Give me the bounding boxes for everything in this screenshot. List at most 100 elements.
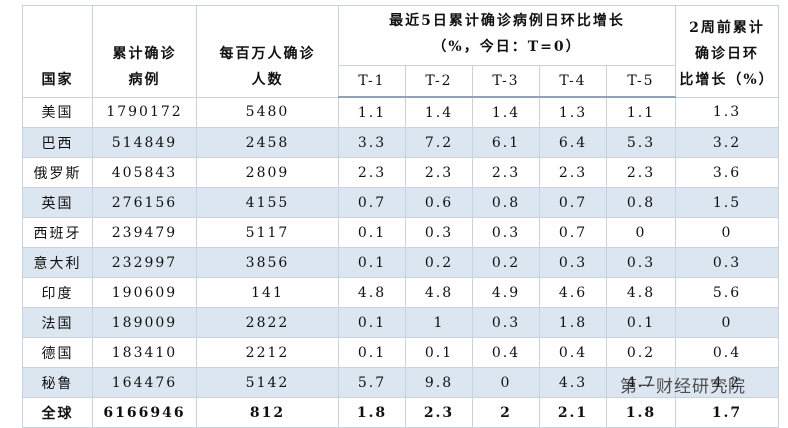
table-cell: 183410 <box>92 337 197 368</box>
table-cell: 德国 <box>22 337 93 368</box>
table-cell: 0.1 <box>405 337 473 368</box>
table-cell: 3856 <box>196 247 339 278</box>
table-cell: 2.3 <box>606 157 676 188</box>
header-line: 比增长（%） <box>679 71 775 88</box>
table-cell: 5142 <box>196 367 339 398</box>
header-cell: 每百万人确诊 人数 <box>196 5 339 98</box>
header-line: 人数 <box>251 71 284 88</box>
table-cell: 4.6 <box>539 277 607 308</box>
table-cell: 4.8 <box>606 277 676 308</box>
table-cell: 美国 <box>22 96 93 128</box>
table-cell: 西班牙 <box>22 217 93 248</box>
table-cell: 法国 <box>22 307 93 338</box>
table-cell: 2.3 <box>539 157 607 188</box>
header-cell: T-4 <box>539 65 607 98</box>
header-line: 最近5日累计确诊病例日环比增长 <box>389 12 625 29</box>
table-cell: 2822 <box>196 307 339 338</box>
table-cell: 189009 <box>92 307 197 338</box>
table-cell: 405843 <box>92 157 197 188</box>
table-cell: 514849 <box>92 127 197 158</box>
table-cell: 2809 <box>196 157 339 188</box>
table-cell: 239479 <box>92 217 197 248</box>
table-cell: 6.1 <box>472 127 540 158</box>
table-cell: 0 <box>675 307 779 338</box>
table-cell: 印度 <box>22 277 93 308</box>
table-cell: 4.3 <box>539 367 607 398</box>
table-cell: 1.4 <box>405 96 473 128</box>
table-row: 德国 183410 2212 0.1 0.1 0.4 0.4 0.2 0.4 <box>22 337 779 368</box>
table-cell: 全球 <box>22 397 93 428</box>
table-cell: 4.9 <box>472 277 540 308</box>
table-cell: 9.8 <box>405 367 473 398</box>
table-cell: 2.3 <box>405 397 473 428</box>
table-cell: 2 <box>472 397 540 428</box>
table-row: 意大利 232997 3856 0.1 0.2 0.2 0.3 0.3 0.3 <box>22 247 779 278</box>
header-cell: 国家 <box>22 5 93 98</box>
header-cell: T-2 <box>405 65 473 98</box>
table-cell: 秘鲁 <box>22 367 93 398</box>
table-cell: 巴西 <box>22 127 93 158</box>
table-cell: 0.3 <box>472 307 540 338</box>
table-row: 西班牙 239479 5117 0.1 0.3 0.3 0.7 0 0 <box>22 217 779 248</box>
table-cell: 0.1 <box>338 337 406 368</box>
table-cell: 3.2 <box>675 127 779 158</box>
header-line: 每百万人确诊 <box>219 45 316 62</box>
table-cell: 2.3 <box>472 157 540 188</box>
table-cell: 1.8 <box>338 397 406 428</box>
table-row: 美国 1790172 5480 1.1 1.4 1.4 1.3 1.1 1.3 <box>22 96 779 128</box>
table-row: 英国 276156 4155 0.7 0.6 0.8 0.7 0.8 1.5 <box>22 187 779 218</box>
header-cell: 2周前累计 确诊日环 比增长（%） <box>675 5 779 98</box>
table-cell: 意大利 <box>22 247 93 278</box>
header-cell: T-1 <box>338 65 406 98</box>
table-cell: 2458 <box>196 127 339 158</box>
header-cell: 最近5日累计确诊病例日环比增长 （%，今日：T=0） <box>338 5 676 66</box>
table-cell: 1.4 <box>472 96 540 128</box>
table-cell: 1.8 <box>539 307 607 338</box>
header-row: 国家 累计确诊 病例 每百万人确诊 人数 最近5日累计确诊病例日环比增长 （%，今日：T=0… <box>22 5 779 98</box>
data-table: 国家 累计确诊 病例 每百万人确诊 人数 最近5日累计确诊病例日环比增长 （%，今日：T=0… <box>22 5 779 428</box>
table-cell: 190609 <box>92 277 197 308</box>
table-cell: 3.6 <box>675 157 779 188</box>
table-cell: 1790172 <box>92 96 197 128</box>
table-cell: 0.4 <box>539 337 607 368</box>
table-cell: 0 <box>675 217 779 248</box>
header-cell: 累计确诊 病例 <box>92 5 197 98</box>
table-cell: 276156 <box>92 187 197 218</box>
table-cell: 7.2 <box>405 127 473 158</box>
table-cell: 4.7 <box>606 367 676 398</box>
watermark: 第一财经研究院 <box>620 377 746 397</box>
table-cell: 1 <box>405 307 473 338</box>
table-cell: 0.6 <box>405 187 473 218</box>
table-cell: 0.3 <box>606 247 676 278</box>
table-cell: 1.1 <box>338 96 406 128</box>
table-row: 巴西 514849 2458 3.3 7.2 6.1 6.4 5.3 3.2 <box>22 127 779 158</box>
table-row: 法国 189009 2822 0.1 1 0.3 1.8 0.1 0 <box>22 307 779 338</box>
table-cell: 4.8 <box>405 277 473 308</box>
table-cell: 1.8 <box>606 397 676 428</box>
table-cell: 俄罗斯 <box>22 157 93 188</box>
table-cell: 812 <box>196 397 339 428</box>
table-cell: 232997 <box>92 247 197 278</box>
table-cell: 164476 <box>92 367 197 398</box>
table-cell: 1.3 <box>539 96 607 128</box>
table-cell: 0.7 <box>539 217 607 248</box>
table-cell: 0.8 <box>472 187 540 218</box>
table-cell: 0.3 <box>539 247 607 278</box>
table-cell: 英国 <box>22 187 93 218</box>
table-cell: 0.1 <box>606 307 676 338</box>
header-cell: T-3 <box>472 65 540 98</box>
header-line: 病例 <box>128 71 161 88</box>
table-cell: 0.3 <box>675 247 779 278</box>
table-cell: 4.8 <box>338 277 406 308</box>
table-cell: 2.1 <box>539 397 607 428</box>
header-line: 累计确诊 <box>112 45 177 62</box>
table-cell: 0.3 <box>472 217 540 248</box>
table-row: 印度 190609 141 4.8 4.8 4.9 4.6 4.8 5.6 <box>22 277 779 308</box>
header-line: 2周前累计 <box>689 19 765 36</box>
header-row: T-1 T-2 T-3 T-4 T-5 <box>23 65 779 98</box>
table-cell: 0.4 <box>675 337 779 368</box>
table-cell: 1.3 <box>675 96 779 128</box>
table-cell: 0.2 <box>472 247 540 278</box>
table-cell: 0 <box>606 217 676 248</box>
